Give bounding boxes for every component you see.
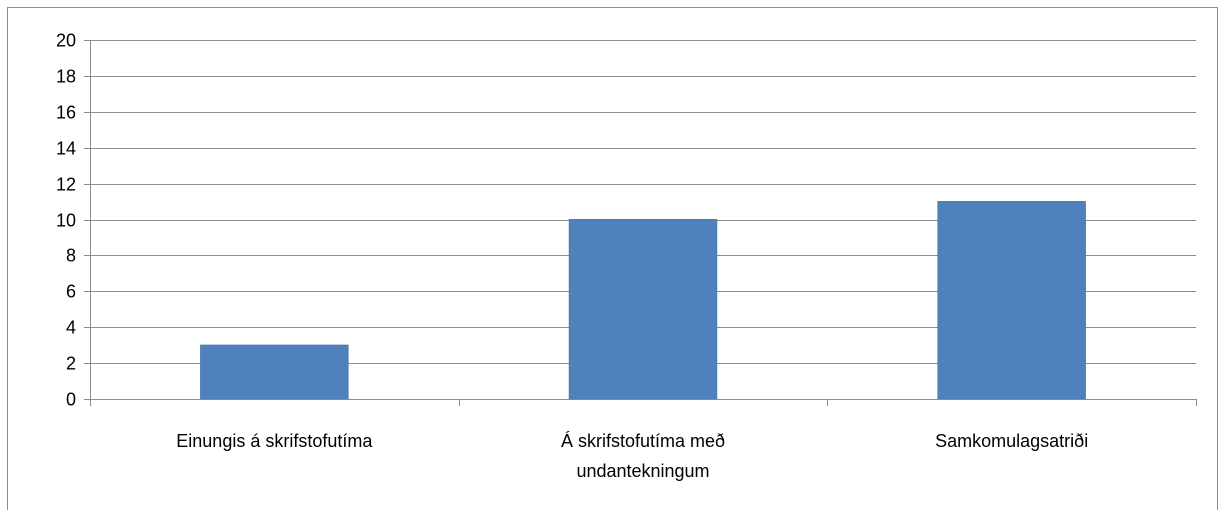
y-tick-label: 12 (56, 175, 76, 195)
y-tick-label: 0 (66, 390, 76, 410)
bars (200, 201, 1086, 400)
y-tick-label: 8 (66, 246, 76, 266)
y-tick-label: 10 (56, 211, 76, 231)
x-axis-tick-labels: Einungis á skrifstofutíma Á skrifstofutím… (176, 431, 1088, 481)
y-tick-label: 6 (66, 282, 76, 302)
bar (568, 219, 718, 400)
x-tick-label: Samkomulagsatriði (935, 431, 1088, 451)
bar (937, 201, 1086, 400)
axes (84, 40, 1197, 406)
y-tick-label: 2 (66, 354, 76, 374)
y-axis-tick-labels: 0 2 4 6 8 10 12 14 16 18 20 (56, 31, 76, 410)
x-tick-label: Einungis á skrifstofutíma (176, 431, 373, 451)
y-tick-label: 16 (56, 103, 76, 123)
bar (200, 344, 349, 400)
chart-border (7, 7, 1218, 515)
y-tick-label: 20 (56, 31, 76, 51)
y-tick-label: 4 (66, 318, 76, 338)
y-tick-label: 14 (56, 139, 76, 159)
x-tick-label: Á skrifstofutíma með undantekningum (561, 431, 725, 481)
y-tick-label: 18 (56, 67, 76, 87)
